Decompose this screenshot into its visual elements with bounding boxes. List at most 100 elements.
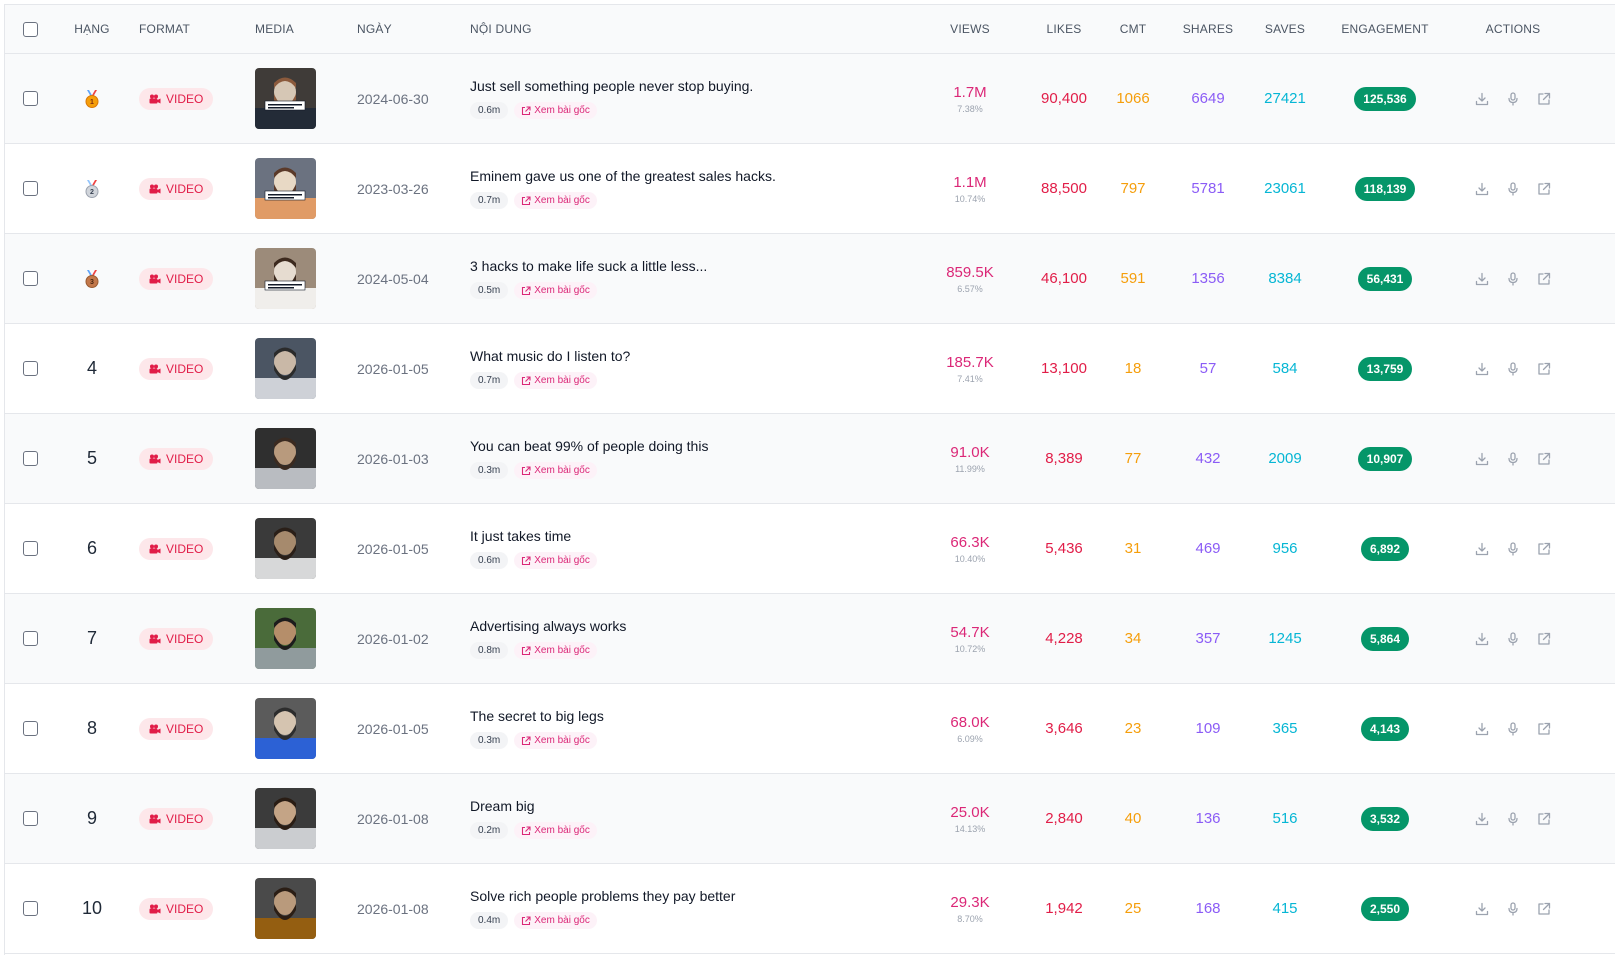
view-original-link[interactable]: Xem bài gốc bbox=[514, 102, 597, 119]
view-original-link[interactable]: Xem bài gốc bbox=[514, 282, 597, 299]
video-thumbnail[interactable] bbox=[255, 338, 316, 399]
open-external-icon[interactable] bbox=[1537, 92, 1551, 106]
download-icon[interactable] bbox=[1475, 632, 1489, 646]
table-row[interactable]: 2 VIDEO 2023-03-26 Eminem gave us one of th… bbox=[5, 144, 1615, 234]
table-row[interactable]: 3 VIDEO 2024-05-04 3 hacks to make life suc… bbox=[5, 234, 1615, 324]
view-original-label: Xem bài gốc bbox=[534, 915, 590, 926]
view-original-link[interactable]: Xem bài gốc bbox=[514, 642, 597, 659]
header-format[interactable]: FORMAT bbox=[139, 5, 239, 53]
select-all-checkbox[interactable] bbox=[23, 21, 38, 37]
open-external-icon[interactable] bbox=[1537, 812, 1551, 826]
table-row[interactable]: 6 VIDEO 2026-01-05 It just takes time 0.6m Xe… bbox=[5, 504, 1615, 594]
open-external-icon[interactable] bbox=[1537, 902, 1551, 916]
format-label: VIDEO bbox=[166, 91, 204, 106]
view-original-label: Xem bài gốc bbox=[534, 375, 590, 386]
video-thumbnail[interactable] bbox=[255, 788, 316, 849]
microphone-icon[interactable] bbox=[1506, 451, 1520, 466]
row-select-cell bbox=[23, 414, 47, 503]
video-thumbnail[interactable] bbox=[255, 878, 316, 939]
view-original-link[interactable]: Xem bài gốc bbox=[514, 822, 597, 839]
duration-tag: 0.2m bbox=[470, 822, 509, 839]
format-cell: VIDEO bbox=[139, 774, 239, 863]
microphone-icon[interactable] bbox=[1506, 541, 1520, 556]
download-icon[interactable] bbox=[1475, 812, 1489, 826]
header-saves[interactable]: SAVES bbox=[1245, 5, 1325, 53]
video-thumbnail[interactable] bbox=[255, 428, 316, 489]
row-checkbox[interactable] bbox=[23, 271, 38, 286]
open-external-icon[interactable] bbox=[1537, 272, 1551, 286]
download-icon[interactable] bbox=[1475, 902, 1489, 916]
download-icon[interactable] bbox=[1475, 182, 1489, 196]
download-icon[interactable] bbox=[1475, 542, 1489, 556]
video-thumbnail[interactable] bbox=[255, 608, 316, 669]
table-row[interactable]: 8 VIDEO 2026-01-05 The secret to big legs 0.… bbox=[5, 684, 1615, 774]
date-cell: 2026-01-05 bbox=[357, 324, 457, 413]
view-original-link[interactable]: Xem bài gốc bbox=[514, 552, 597, 569]
header-likes[interactable]: LIKES bbox=[1019, 5, 1109, 53]
table-row[interactable]: 4 VIDEO 2026-01-05 What music do I listen t… bbox=[5, 324, 1615, 414]
table-row[interactable]: 10 VIDEO 2026-01-08 Solve rich people probl… bbox=[5, 864, 1615, 954]
header-rank[interactable]: HẠNG bbox=[63, 5, 121, 53]
video-thumbnail[interactable] bbox=[255, 698, 316, 759]
view-original-link[interactable]: Xem bài gốc bbox=[514, 732, 597, 749]
microphone-icon[interactable] bbox=[1506, 361, 1520, 376]
row-checkbox[interactable] bbox=[23, 451, 38, 466]
video-thumbnail[interactable] bbox=[255, 158, 316, 219]
table-row[interactable]: 7 VIDEO 2026-01-02 Advertising always works… bbox=[5, 594, 1615, 684]
row-checkbox[interactable] bbox=[23, 181, 38, 196]
view-original-link[interactable]: Xem bài gốc bbox=[514, 462, 597, 479]
row-checkbox[interactable] bbox=[23, 721, 38, 736]
open-external-icon[interactable] bbox=[1537, 362, 1551, 376]
open-external-icon[interactable] bbox=[1537, 542, 1551, 556]
view-original-label: Xem bài gốc bbox=[534, 465, 590, 476]
row-checkbox[interactable] bbox=[23, 901, 38, 916]
download-icon[interactable] bbox=[1475, 722, 1489, 736]
video-thumbnail[interactable] bbox=[255, 518, 316, 579]
duration-tag: 0.7m bbox=[470, 192, 509, 209]
row-actions bbox=[1475, 361, 1551, 376]
download-icon[interactable] bbox=[1475, 272, 1489, 286]
comments-value: 31 bbox=[1124, 540, 1142, 557]
download-icon[interactable] bbox=[1475, 92, 1489, 106]
table-row[interactable]: 5 VIDEO 2026-01-03 You can beat 99% of peop… bbox=[5, 414, 1615, 504]
content-meta: 0.7m Xem bài gốc bbox=[470, 192, 776, 209]
row-checkbox[interactable] bbox=[23, 91, 38, 106]
microphone-icon[interactable] bbox=[1506, 901, 1520, 916]
view-original-link[interactable]: Xem bài gốc bbox=[514, 912, 597, 929]
view-original-link[interactable]: Xem bài gốc bbox=[514, 192, 597, 209]
microphone-icon[interactable] bbox=[1506, 181, 1520, 196]
header-date[interactable]: NGÀY bbox=[357, 5, 457, 53]
content-block: Advertising always works 0.8m Xem bài gốc bbox=[470, 618, 626, 659]
microphone-icon[interactable] bbox=[1506, 91, 1520, 106]
open-external-icon[interactable] bbox=[1537, 632, 1551, 646]
row-checkbox[interactable] bbox=[23, 541, 38, 556]
open-external-icon[interactable] bbox=[1537, 722, 1551, 736]
microphone-icon[interactable] bbox=[1506, 631, 1520, 646]
row-checkbox[interactable] bbox=[23, 811, 38, 826]
table-row[interactable]: 1 VIDEO 2024-06-30 Just sell something peop… bbox=[5, 54, 1615, 144]
video-thumbnail[interactable] bbox=[255, 68, 316, 129]
video-thumbnail[interactable] bbox=[255, 248, 316, 309]
header-engagement[interactable]: ENGAGEMENT bbox=[1325, 5, 1445, 53]
table-row[interactable]: 9 VIDEO 2026-01-08 Dream big 0.2m Xem bài gốc… bbox=[5, 774, 1615, 864]
row-checkbox[interactable] bbox=[23, 361, 38, 376]
open-external-icon[interactable] bbox=[1537, 182, 1551, 196]
header-views[interactable]: VIEWS bbox=[930, 5, 1010, 53]
microphone-icon[interactable] bbox=[1506, 811, 1520, 826]
open-external-icon[interactable] bbox=[1537, 452, 1551, 466]
row-checkbox[interactable] bbox=[23, 631, 38, 646]
download-icon[interactable] bbox=[1475, 452, 1489, 466]
content-cell: The secret to big legs 0.3m Xem bài gốc bbox=[470, 684, 930, 773]
video-camera-icon bbox=[149, 634, 161, 643]
view-original-link[interactable]: Xem bài gốc bbox=[514, 372, 597, 389]
header-cmt[interactable]: CMT bbox=[1103, 5, 1163, 53]
header-shares[interactable]: SHARES bbox=[1170, 5, 1246, 53]
microphone-icon[interactable] bbox=[1506, 721, 1520, 736]
actions-cell bbox=[1463, 864, 1563, 953]
rank-cell: 9 bbox=[63, 774, 121, 863]
view-original-label: Xem bài gốc bbox=[534, 735, 590, 746]
download-icon[interactable] bbox=[1475, 362, 1489, 376]
post-date: 2023-03-26 bbox=[357, 180, 429, 197]
actions-cell bbox=[1463, 594, 1563, 683]
microphone-icon[interactable] bbox=[1506, 271, 1520, 286]
